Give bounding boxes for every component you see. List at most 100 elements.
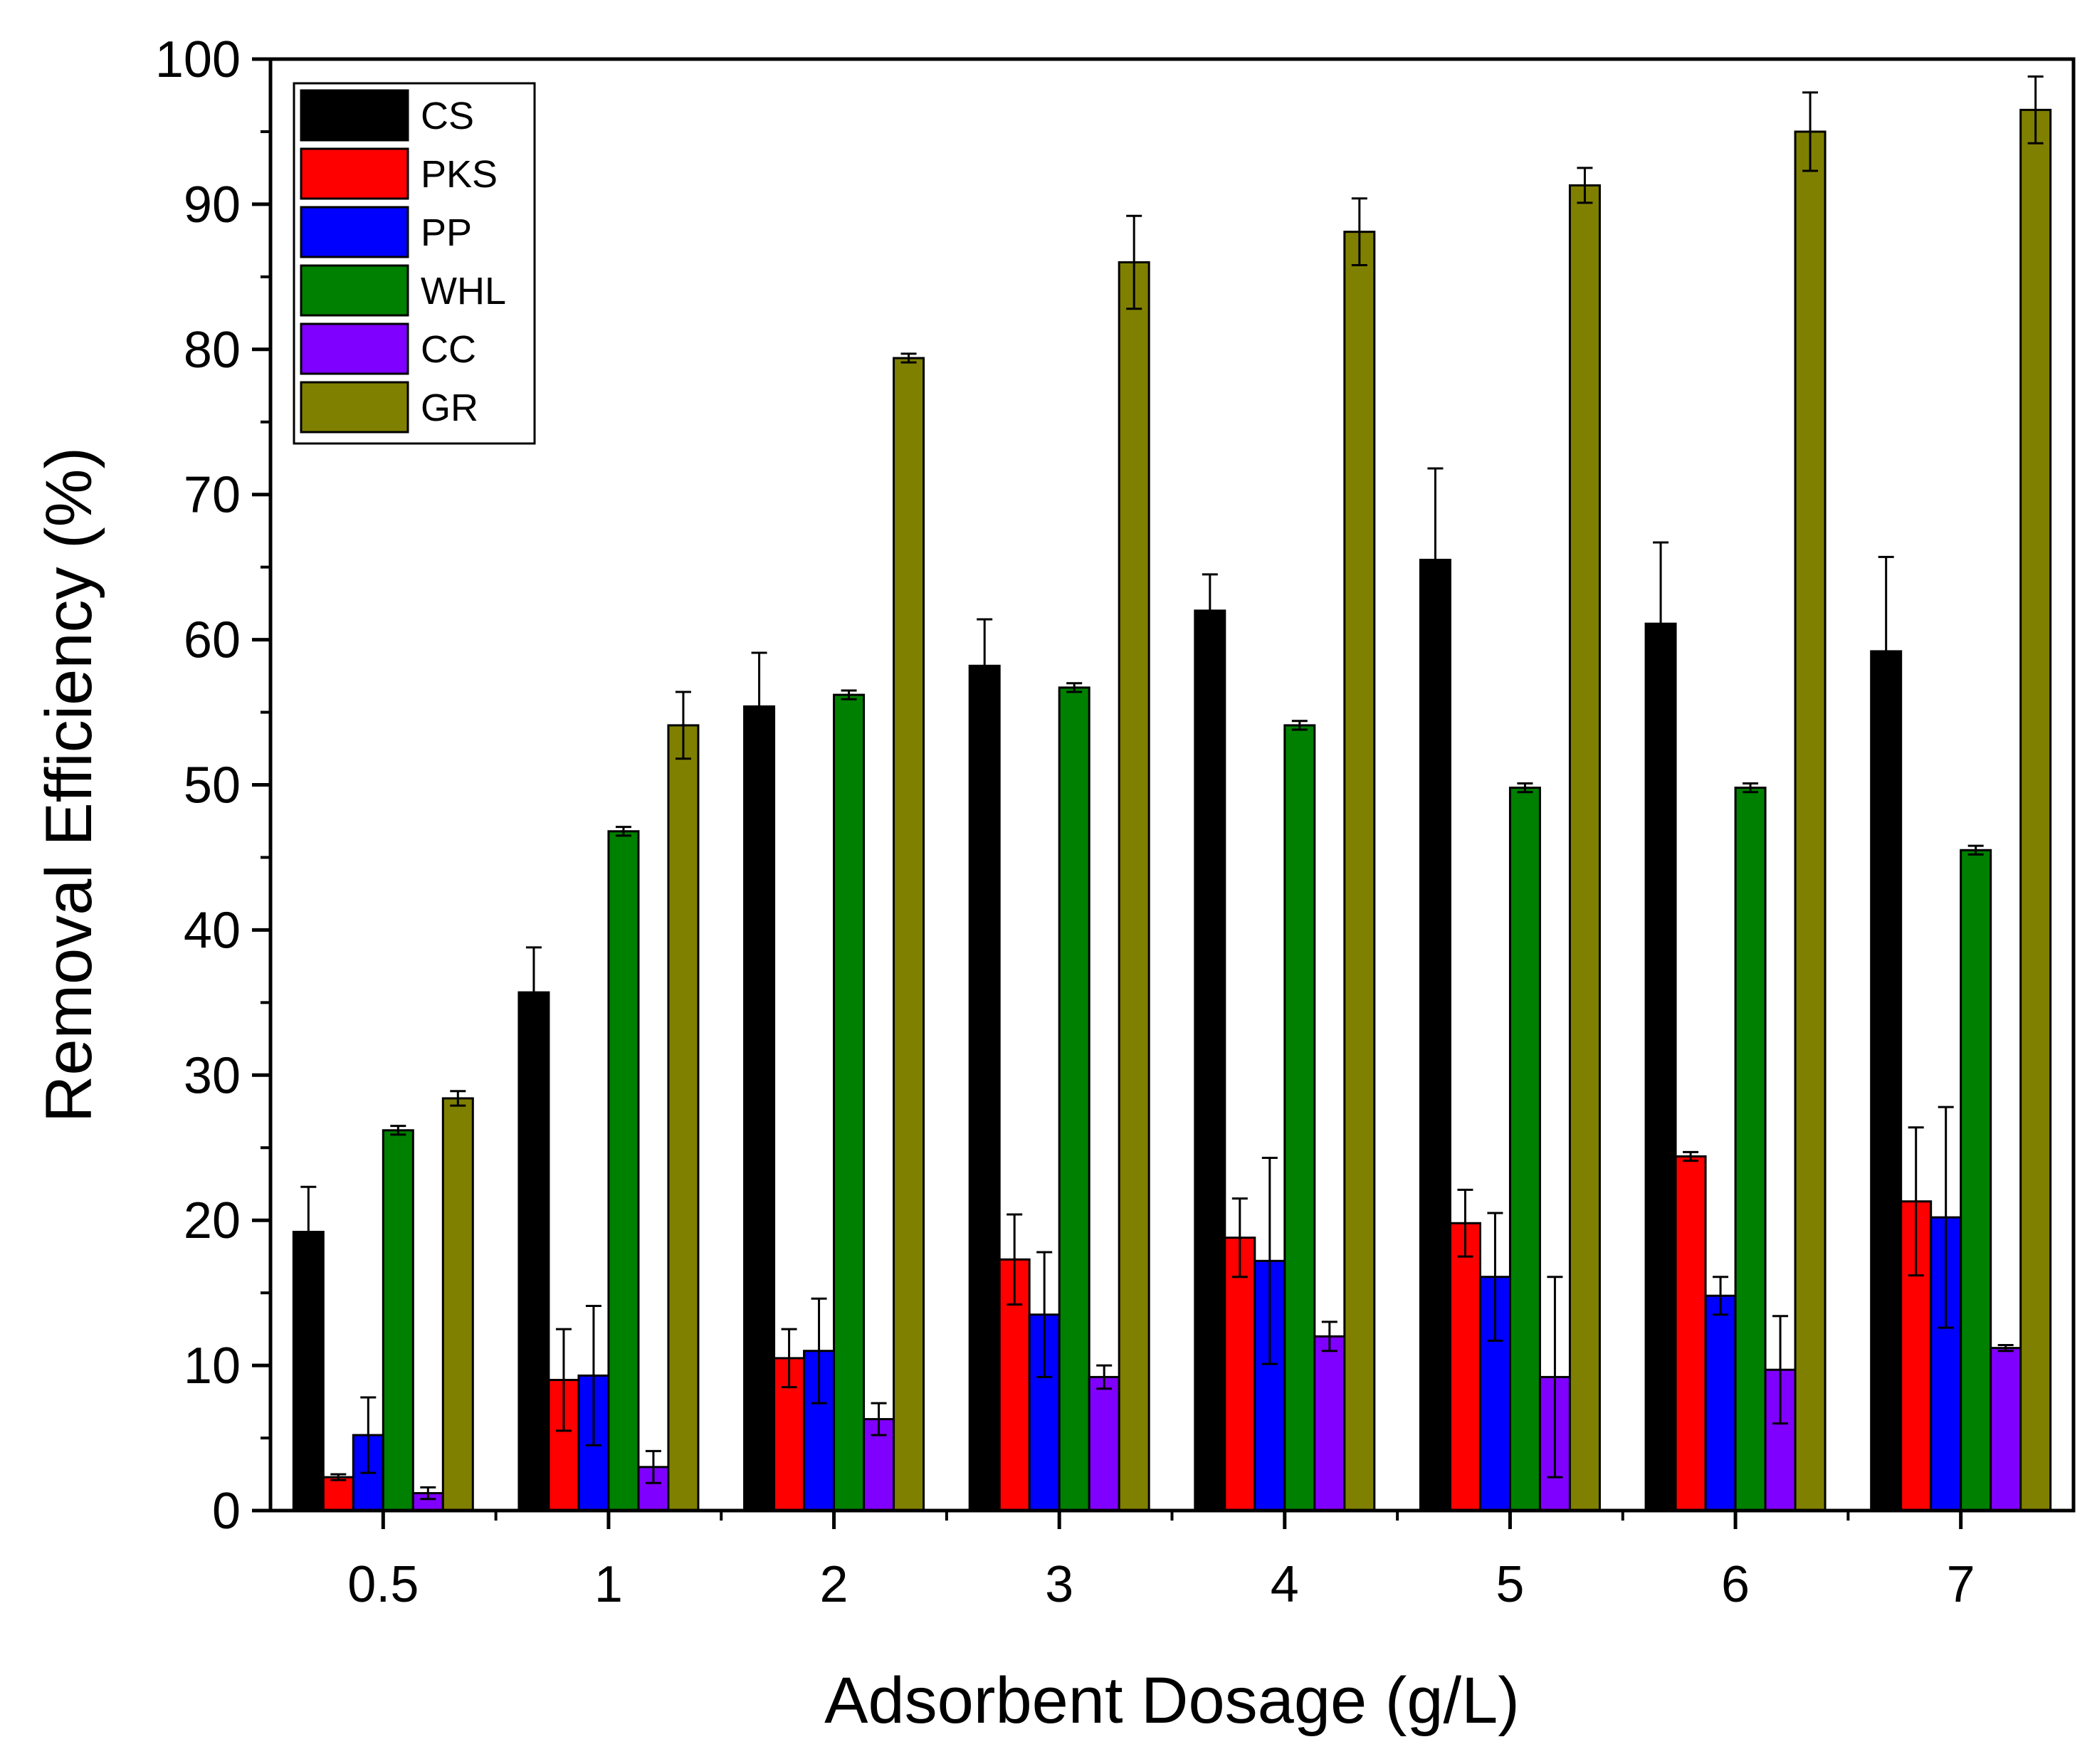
error-bar-pks-5	[1457, 1188, 1473, 1258]
error-bar-whl-7	[1967, 844, 1984, 856]
bar-cs-7	[1870, 650, 1903, 1512]
error-bar-cc-6	[1772, 1315, 1789, 1425]
legend-label: CC	[421, 328, 476, 371]
y-tick-label: 20	[184, 1192, 241, 1249]
error-bar-gr-1	[675, 691, 691, 760]
y-tick-label: 70	[184, 467, 241, 524]
error-bar-cs-3	[977, 618, 993, 714]
x-tick-label: 7	[1947, 1556, 1975, 1613]
error-bar-gr-6	[1802, 91, 1819, 172]
bar-gr-7	[2019, 108, 2052, 1512]
x-tick-label: 0.5	[347, 1556, 419, 1613]
bar-cs-5	[1419, 558, 1451, 1512]
bar-cs-3	[968, 664, 1001, 1512]
error-bar-cc-3	[1096, 1364, 1113, 1390]
bars-layer	[292, 108, 2052, 1512]
error-bar-whl-2	[841, 689, 857, 700]
y-tick-label: 100	[155, 31, 241, 88]
error-bar-pp-2	[811, 1297, 827, 1405]
y-tick-label: 50	[184, 757, 241, 814]
bar-gr-4	[1343, 231, 1376, 1512]
error-bar-whl-1	[615, 826, 631, 837]
legend-label: GR	[421, 387, 478, 429]
error-bar-cc-4	[1321, 1321, 1337, 1353]
error-bar-whl-4	[1291, 720, 1308, 731]
error-bar-pks-1	[555, 1328, 572, 1432]
legend-label: WHL	[421, 270, 506, 313]
legend-item-pks: PKS	[300, 147, 498, 200]
y-tick-label: 30	[184, 1047, 241, 1104]
error-bar-pks-0.5	[330, 1473, 347, 1481]
error-bar-cs-6	[1653, 541, 1669, 706]
bar-gr-3	[1118, 261, 1150, 1512]
y-tick-label: 80	[184, 322, 241, 379]
error-bar-whl-3	[1066, 682, 1083, 693]
error-bar-gr-3	[1126, 214, 1142, 310]
bar-whl-5	[1508, 787, 1541, 1512]
legend-swatch	[300, 264, 409, 317]
bar-whl-4	[1283, 724, 1316, 1512]
error-bar-cs-4	[1202, 573, 1218, 649]
bar-gr-6	[1794, 130, 1827, 1512]
bar-cc-7	[1990, 1347, 2022, 1512]
error-bar-cs-7	[1878, 555, 1894, 747]
error-bar-cs-1	[525, 946, 542, 1039]
error-bar-gr-2	[900, 352, 917, 364]
y-axis-title: Removal Efficiency (%)	[33, 447, 105, 1123]
bar-pks-0.5	[322, 1476, 354, 1512]
legend: CS PKS PP WHL CC GR	[293, 82, 536, 445]
bar-whl-6	[1734, 787, 1767, 1512]
error-bar-pp-0.5	[360, 1396, 377, 1474]
legend-swatch	[300, 206, 409, 258]
error-bar-gr-5	[1577, 167, 1593, 204]
legend-item-gr: GR	[300, 381, 478, 434]
legend-item-cc: CC	[300, 322, 476, 375]
error-bar-pks-7	[1908, 1126, 1924, 1277]
bar-cs-2	[743, 705, 776, 1512]
error-bar-pp-7	[1938, 1106, 1954, 1329]
legend-label: PKS	[421, 153, 498, 196]
bar-whl-3	[1058, 686, 1090, 1512]
bar-cs-4	[1194, 609, 1226, 1512]
x-tick-label: 6	[1721, 1556, 1750, 1613]
bar-cc-3	[1088, 1375, 1120, 1512]
bar-whl-2	[833, 693, 866, 1512]
error-bar-pp-5	[1487, 1212, 1503, 1342]
legend-item-pp: PP	[300, 206, 472, 258]
error-bar-whl-6	[1743, 782, 1759, 794]
legend-item-whl: WHL	[300, 264, 506, 317]
x-axis-title: Adsorbent Dosage (g/L)	[824, 1664, 1520, 1737]
legend-label: PP	[421, 211, 472, 254]
bar-cs-6	[1644, 622, 1677, 1512]
error-bar-gr-4	[1351, 197, 1367, 267]
y-tick-label: 90	[184, 177, 241, 233]
bar-whl-7	[1960, 849, 1992, 1512]
error-bar-pks-4	[1231, 1197, 1248, 1279]
error-bars-layer	[300, 75, 2044, 1501]
error-bar-cs-0.5	[300, 1185, 317, 1279]
bar-cc-4	[1313, 1335, 1346, 1512]
error-bar-whl-0.5	[390, 1125, 406, 1136]
bar-pks-5	[1449, 1222, 1481, 1512]
legend-swatch	[300, 322, 409, 375]
bar-whl-0.5	[382, 1129, 414, 1512]
error-bar-whl-5	[1517, 782, 1533, 794]
error-bar-cc-1	[645, 1449, 661, 1484]
error-bar-pks-6	[1683, 1150, 1699, 1162]
y-tick-label: 0	[212, 1483, 241, 1540]
bar-gr-5	[1568, 184, 1601, 1512]
x-tick-label: 1	[594, 1556, 623, 1613]
error-bar-cc-7	[1997, 1344, 2014, 1353]
legend-swatch	[300, 381, 409, 434]
error-bar-cs-2	[751, 651, 767, 762]
legend-item-cs: CS	[300, 89, 474, 142]
error-bar-pks-2	[781, 1328, 797, 1389]
y-tick-label: 10	[184, 1338, 241, 1395]
error-bar-pp-6	[1713, 1276, 1729, 1316]
error-bar-pp-1	[585, 1305, 601, 1447]
error-bar-cc-2	[871, 1402, 887, 1437]
bar-pks-6	[1674, 1155, 1707, 1512]
legend-label: CS	[421, 95, 474, 137]
